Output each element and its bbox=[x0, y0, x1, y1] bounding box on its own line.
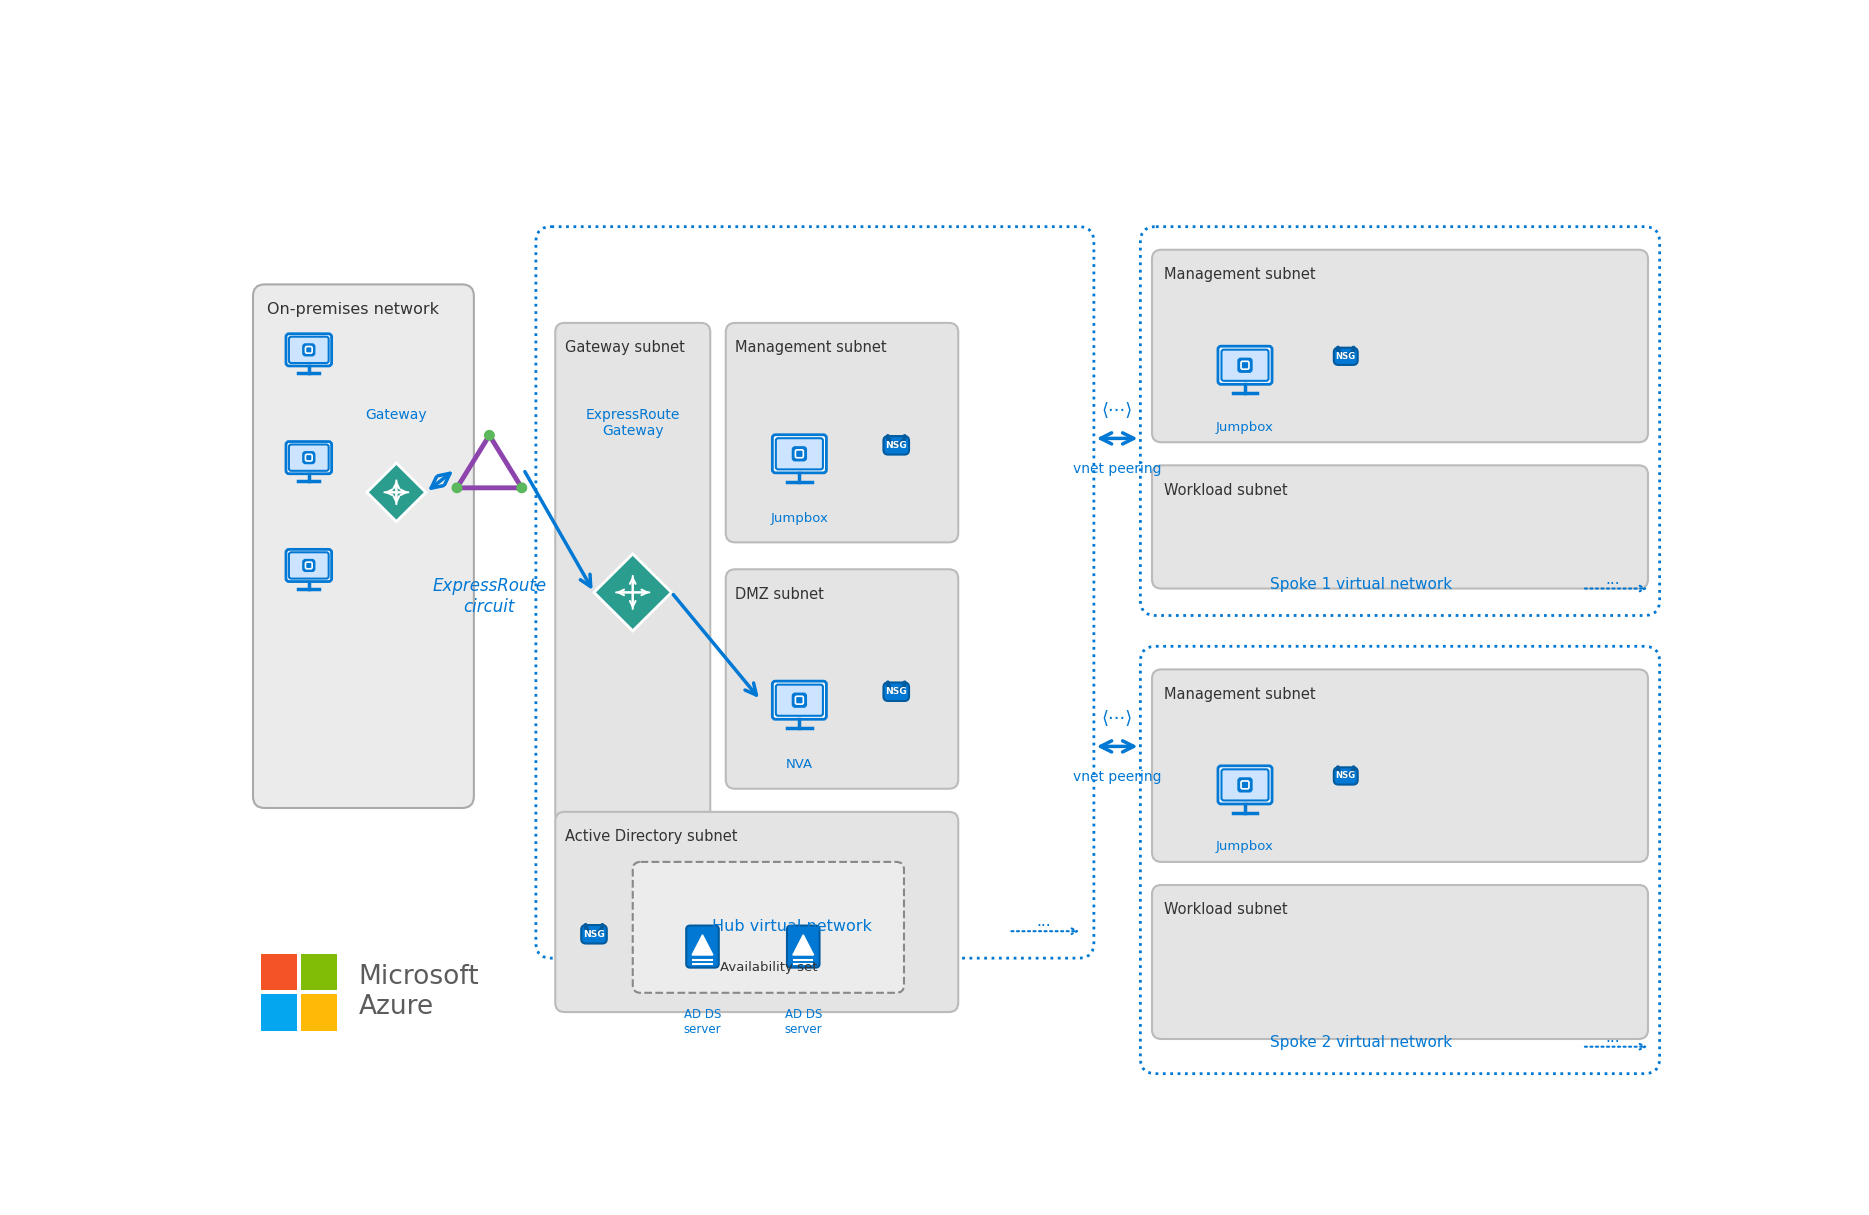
Text: Workload subnet: Workload subnet bbox=[1164, 482, 1288, 498]
FancyBboxPatch shape bbox=[686, 926, 720, 967]
FancyBboxPatch shape bbox=[536, 227, 1093, 959]
Text: ⟨···⟩: ⟨···⟩ bbox=[1101, 711, 1133, 729]
FancyBboxPatch shape bbox=[772, 682, 826, 719]
Text: Jumpbox: Jumpbox bbox=[770, 512, 828, 525]
Text: Management subnet: Management subnet bbox=[1164, 686, 1316, 701]
Text: NSG: NSG bbox=[886, 688, 906, 696]
Text: NSG: NSG bbox=[1336, 352, 1355, 361]
FancyBboxPatch shape bbox=[776, 439, 822, 469]
Text: ⟨···⟩: ⟨···⟩ bbox=[1101, 402, 1133, 420]
FancyBboxPatch shape bbox=[252, 284, 475, 808]
FancyBboxPatch shape bbox=[1151, 669, 1648, 861]
FancyBboxPatch shape bbox=[1334, 768, 1357, 785]
Text: Jumpbox: Jumpbox bbox=[1217, 841, 1275, 853]
FancyBboxPatch shape bbox=[725, 570, 959, 789]
Text: AD DS
server: AD DS server bbox=[785, 1008, 822, 1036]
Bar bbox=[262, 994, 297, 1030]
FancyBboxPatch shape bbox=[303, 344, 314, 356]
Circle shape bbox=[484, 430, 493, 440]
Polygon shape bbox=[366, 463, 426, 521]
Text: NSG: NSG bbox=[583, 929, 606, 939]
Text: Hub virtual network: Hub virtual network bbox=[712, 920, 871, 934]
Bar bbox=[301, 994, 338, 1030]
FancyBboxPatch shape bbox=[1151, 465, 1648, 588]
FancyBboxPatch shape bbox=[1140, 646, 1660, 1074]
Text: vnet peering: vnet peering bbox=[1073, 770, 1161, 784]
FancyBboxPatch shape bbox=[1219, 765, 1273, 804]
Text: Microsoft
Azure: Microsoft Azure bbox=[359, 965, 478, 1021]
Polygon shape bbox=[792, 934, 813, 955]
FancyBboxPatch shape bbox=[792, 447, 806, 460]
FancyBboxPatch shape bbox=[1222, 350, 1269, 380]
FancyBboxPatch shape bbox=[1239, 358, 1252, 372]
Text: Spoke 2 virtual network: Spoke 2 virtual network bbox=[1271, 1035, 1452, 1050]
Text: ExpressRoute
Gateway: ExpressRoute Gateway bbox=[585, 408, 680, 439]
FancyBboxPatch shape bbox=[1334, 347, 1357, 364]
Text: Jumpbox: Jumpbox bbox=[1217, 420, 1275, 434]
FancyBboxPatch shape bbox=[581, 925, 607, 944]
Bar bbox=[301, 954, 338, 990]
FancyBboxPatch shape bbox=[303, 560, 314, 571]
Text: ···: ··· bbox=[1035, 920, 1050, 934]
FancyBboxPatch shape bbox=[1151, 250, 1648, 442]
Text: NSG: NSG bbox=[886, 441, 906, 450]
Polygon shape bbox=[594, 554, 671, 631]
Text: DMZ subnet: DMZ subnet bbox=[735, 587, 824, 601]
Text: Availability set: Availability set bbox=[720, 961, 817, 974]
Text: Active Directory subnet: Active Directory subnet bbox=[564, 829, 736, 844]
Text: Workload subnet: Workload subnet bbox=[1164, 903, 1288, 917]
FancyBboxPatch shape bbox=[1222, 769, 1269, 801]
FancyBboxPatch shape bbox=[286, 441, 331, 474]
Text: NVA: NVA bbox=[785, 758, 813, 772]
Text: vnet peering: vnet peering bbox=[1073, 462, 1161, 476]
FancyBboxPatch shape bbox=[776, 684, 822, 716]
FancyBboxPatch shape bbox=[1151, 885, 1648, 1039]
Text: ExpressRoute
circuit: ExpressRoute circuit bbox=[432, 577, 546, 616]
FancyBboxPatch shape bbox=[555, 812, 959, 1012]
FancyBboxPatch shape bbox=[787, 926, 819, 967]
Text: On-premises network: On-premises network bbox=[267, 301, 439, 317]
FancyBboxPatch shape bbox=[1140, 227, 1660, 616]
FancyBboxPatch shape bbox=[555, 323, 710, 824]
FancyBboxPatch shape bbox=[772, 435, 826, 473]
Bar bbox=[262, 954, 297, 990]
Text: ···: ··· bbox=[1605, 1035, 1620, 1050]
FancyBboxPatch shape bbox=[303, 452, 314, 463]
Text: Gateway: Gateway bbox=[366, 408, 428, 422]
FancyBboxPatch shape bbox=[725, 323, 959, 542]
FancyBboxPatch shape bbox=[290, 553, 329, 578]
FancyBboxPatch shape bbox=[1219, 346, 1273, 384]
Text: Management subnet: Management subnet bbox=[735, 340, 886, 355]
Text: Spoke 1 virtual network: Spoke 1 virtual network bbox=[1271, 577, 1452, 592]
Text: AD DS
server: AD DS server bbox=[684, 1008, 721, 1036]
FancyBboxPatch shape bbox=[286, 334, 331, 366]
Text: Gateway subnet: Gateway subnet bbox=[564, 340, 684, 355]
FancyBboxPatch shape bbox=[1239, 779, 1252, 791]
FancyBboxPatch shape bbox=[634, 861, 905, 993]
FancyBboxPatch shape bbox=[290, 445, 329, 471]
Text: NSG: NSG bbox=[1336, 772, 1355, 780]
Text: ···: ··· bbox=[1605, 577, 1620, 592]
FancyBboxPatch shape bbox=[884, 683, 908, 701]
Text: Management subnet: Management subnet bbox=[1164, 267, 1316, 282]
FancyBboxPatch shape bbox=[290, 337, 329, 363]
Polygon shape bbox=[692, 934, 712, 955]
FancyBboxPatch shape bbox=[286, 549, 331, 582]
Circle shape bbox=[452, 484, 462, 492]
Circle shape bbox=[518, 484, 527, 492]
FancyBboxPatch shape bbox=[792, 694, 806, 707]
FancyBboxPatch shape bbox=[884, 436, 908, 454]
